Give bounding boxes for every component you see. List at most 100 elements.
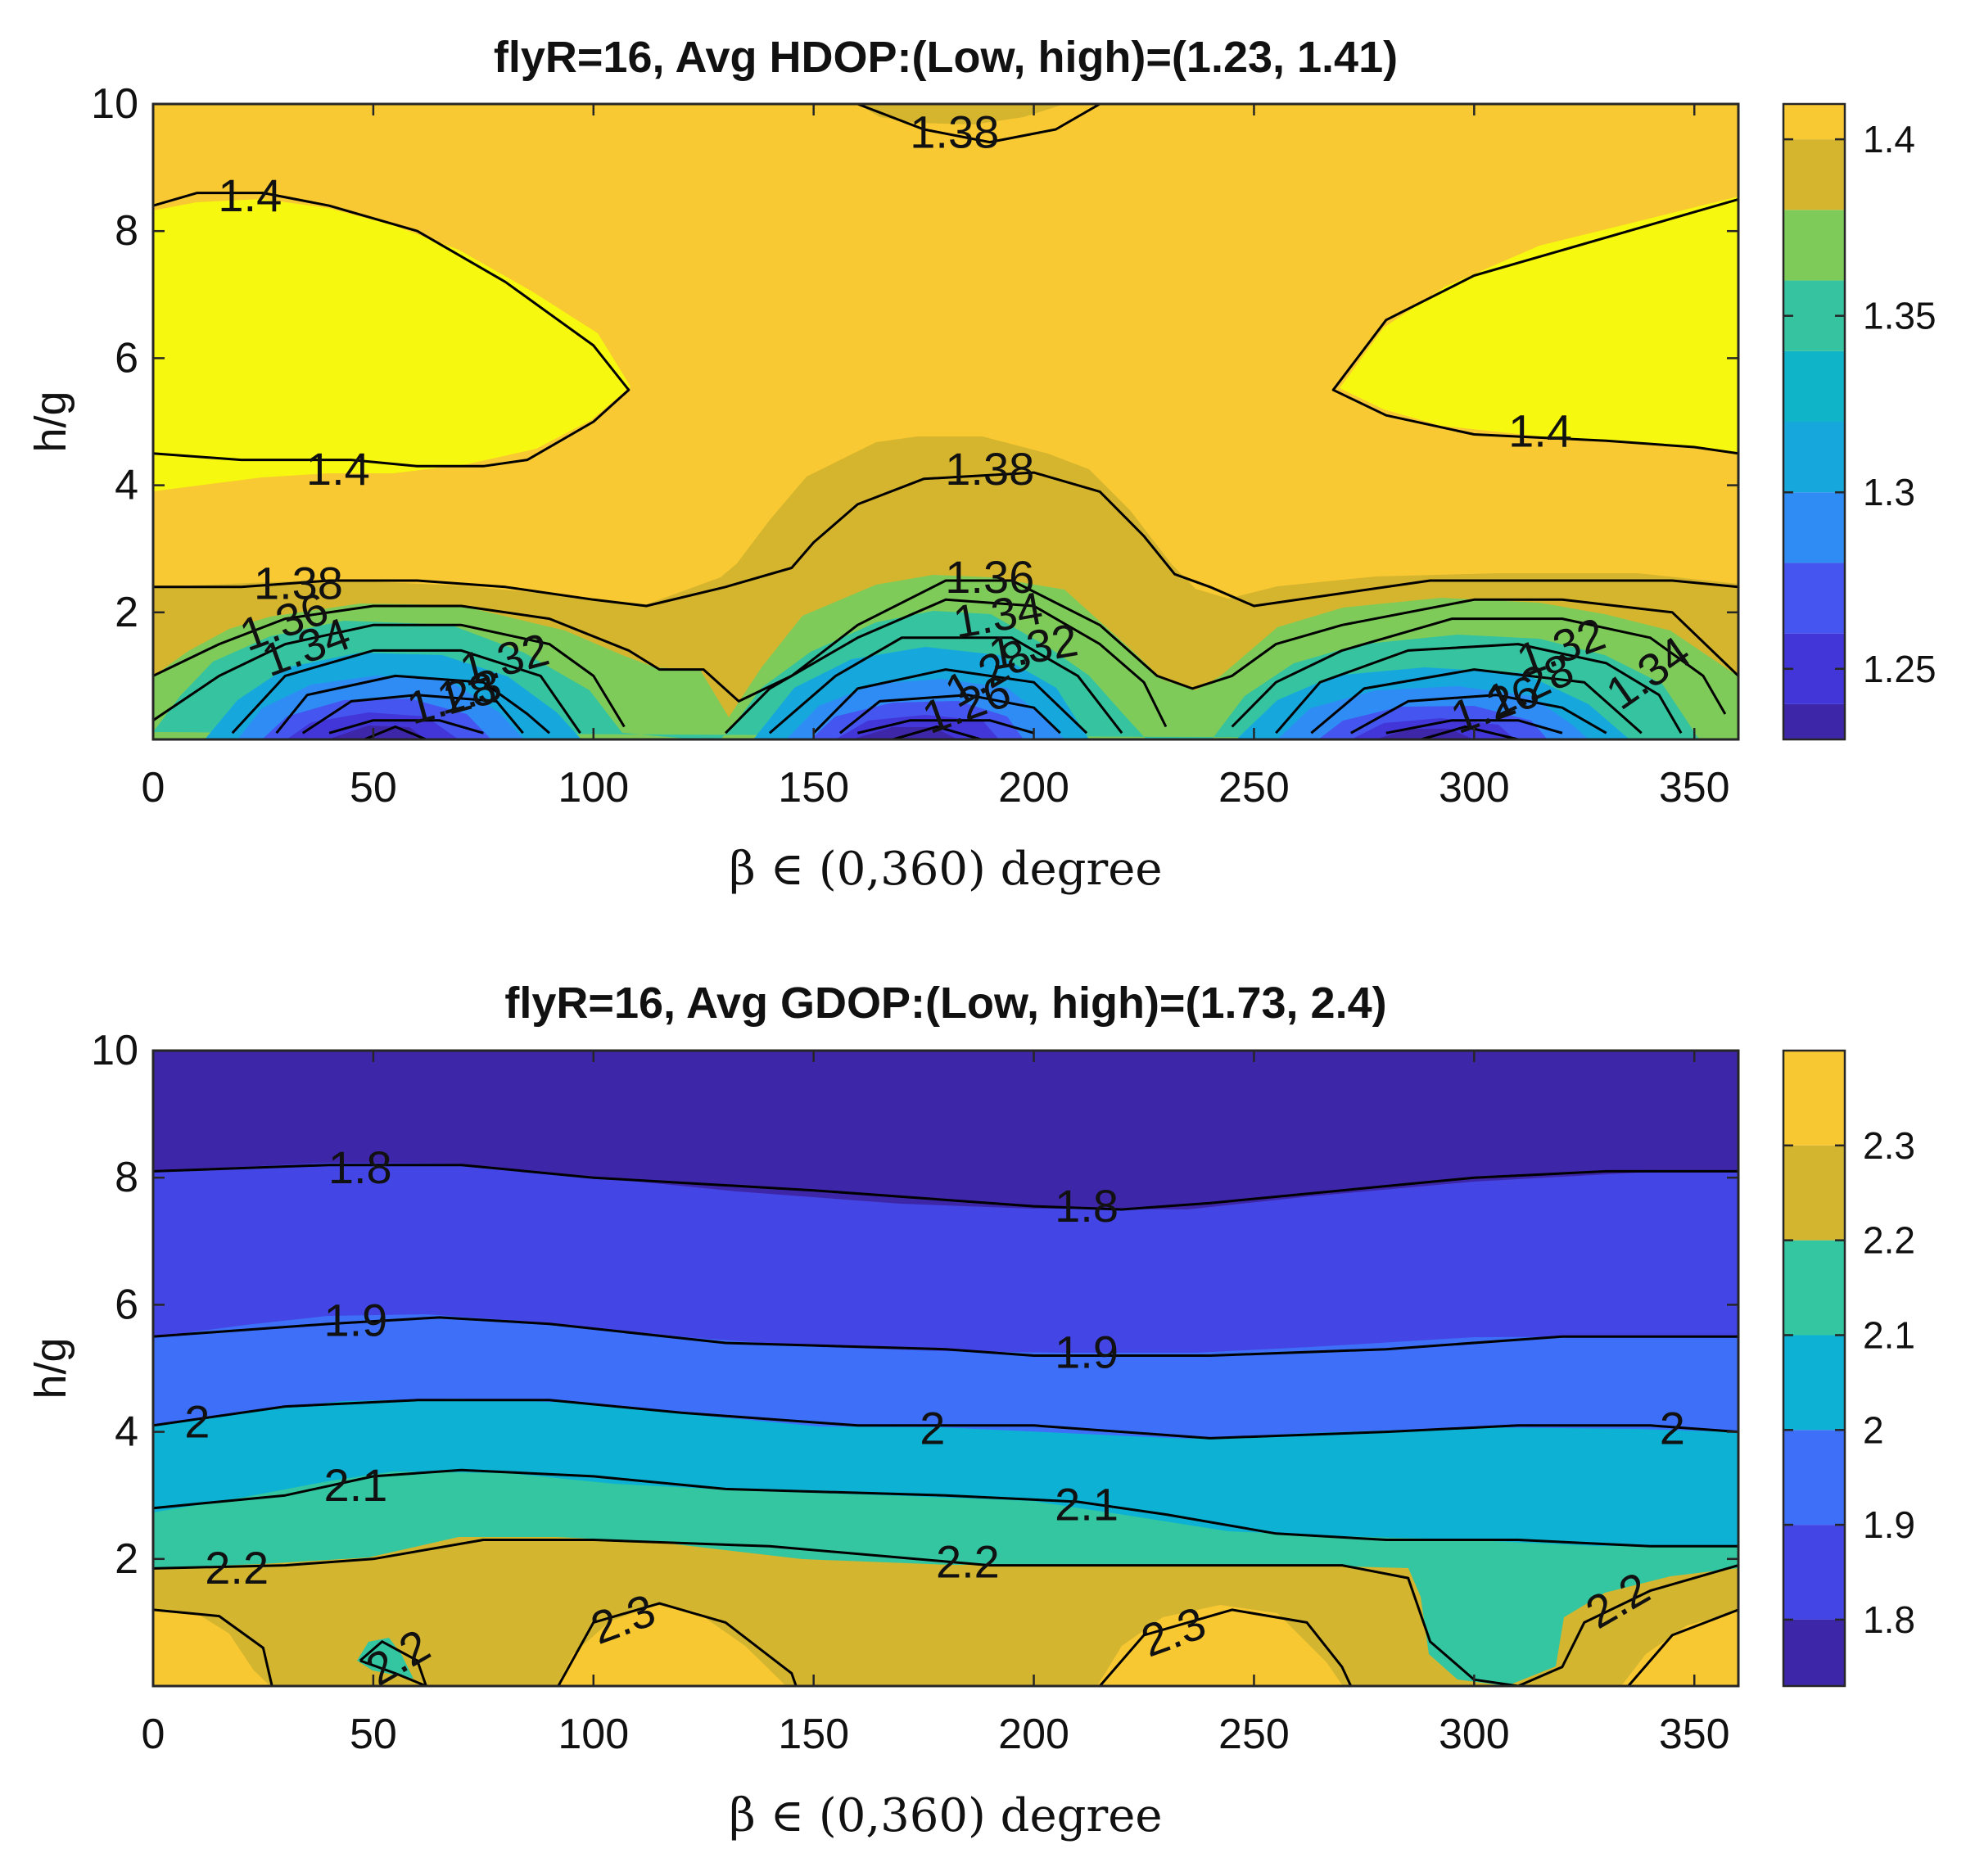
hdop-x-tick-label: 350 (1659, 764, 1730, 811)
gdop-y-tick-label: 8 (115, 1154, 138, 1201)
gdop-x-tick-label: 100 (558, 1711, 629, 1758)
hdop-contour-line-1.3 (1310, 668, 1643, 735)
hdop-y-tick-label: 2 (115, 589, 138, 636)
hdop-axes-box (151, 102, 1740, 741)
hdop-colorbar-band (1783, 139, 1845, 210)
hdop-y-tick-label: 8 (115, 207, 138, 255)
gdop-colorbar-band (1783, 1335, 1845, 1431)
hdop-contour-label: 1.38 (910, 106, 999, 158)
gdop-contour-line-1.9 (153, 1316, 1738, 1357)
hdop-colorbar-band (1783, 280, 1845, 351)
gdop-x-tick-label: 150 (778, 1711, 849, 1758)
hdop-contour-line-1.32 (768, 636, 1123, 735)
gdop-colorbar-tick-label: 2.3 (1863, 1124, 1915, 1167)
hdop-contour-line-1.38 (153, 471, 1738, 608)
hdop-contour-line-1.32 (1275, 643, 1683, 735)
gdop-contour-label: 1.9 (1055, 1326, 1119, 1377)
hdop-colorbar-tick-label: 1.3 (1863, 471, 1915, 513)
gdop-region-2.3-c (1097, 1605, 1343, 1686)
gdop-y-tick-label: 10 (91, 1027, 138, 1074)
gdop-colorbar-tick-label: 1.8 (1863, 1598, 1915, 1641)
hdop-contour-line-1.24 (364, 726, 427, 739)
gdop-plot-area: 1.81.81.91.92 2 22.1 2.12.2 2.22.22.22.3 2.3 (153, 1051, 1738, 1686)
gdop-colorbar-band (1783, 1051, 1845, 1146)
gdop-x-axis-label: β ∈ (0,360) degree (729, 1789, 1162, 1842)
hdop-contour-line-1.34 (153, 623, 626, 728)
gdop-contour-label: 2.1 (1055, 1479, 1119, 1530)
hdop-colorbar-band (1783, 492, 1845, 563)
gdop-x-tick-label: 50 (350, 1711, 397, 1758)
hdop-x-tick-label: 150 (778, 764, 849, 811)
hdop-contour-line-1.3 (812, 668, 1088, 735)
hdop-x-tick-label: 250 (1218, 764, 1290, 811)
gdop-colorbar-tick-label: 2.2 (1863, 1219, 1915, 1262)
hdop-colorbar-band (1783, 350, 1845, 422)
hdop-axes-ticks: 0 50 100 150 200 250 300 350 2 4 6 8 10 (91, 80, 1738, 811)
gdop-y-tick-label: 2 (115, 1535, 138, 1583)
hdop-contour-line-1.26 (1385, 719, 1563, 735)
gdop-colorbar-frame (1782, 1049, 1846, 1688)
gdop-contour-label: 1.9 (323, 1294, 387, 1345)
hdop-colorbar-band (1783, 104, 1845, 140)
gdop-region-2.2 (153, 1537, 1738, 1686)
gdop-region-2.3-b (557, 1605, 786, 1686)
hdop-contour-line-1.34 (1231, 617, 1727, 728)
gdop-contour-line-2 (153, 1399, 1738, 1440)
gdop-contour-lines (153, 1164, 1738, 1686)
gdop-y-tick-label: 4 (115, 1408, 138, 1456)
gdop-contour-label: 2 (920, 1402, 945, 1453)
gdop-region-2.2-island (357, 1638, 414, 1679)
gdop-contour-label: 2 (184, 1396, 210, 1448)
hdop-contour-label: 1.4 (1508, 405, 1572, 456)
hdop-region-1.38-top (857, 104, 1064, 124)
hdop-contour-label: 1.38 (254, 558, 343, 609)
hdop-colorbar-tick-label: 1.25 (1863, 648, 1937, 690)
hdop-x-tick-label: 300 (1439, 764, 1510, 811)
hdop-contour-line-1.38 (856, 104, 1101, 144)
hdop-x-tick-label: 100 (558, 764, 629, 811)
hdop-contour-label: 1.4 (218, 170, 282, 221)
gdop-colorbar-band (1783, 1240, 1845, 1336)
gdop-chart-title: flyR=16, Avg GDOP:(Low, high)=(1.73, 2.4… (504, 979, 1386, 1028)
hdop-colorbar-tick-label: 1.4 (1863, 118, 1915, 160)
gdop-contour-label: 1.8 (328, 1141, 392, 1193)
gdop-x-tick-label: 300 (1439, 1711, 1510, 1758)
hdop-region-1.4-left (153, 199, 630, 491)
hdop-colorbar-band (1783, 210, 1845, 281)
hdop-x-tick-label: 200 (998, 764, 1069, 811)
gdop-colorbar-band (1783, 1525, 1845, 1620)
hdop-panel: flyR=16, Avg HDOP:(Low, high)=(1.23, 1.4… (26, 33, 1937, 896)
gdop-x-tick-label: 350 (1659, 1711, 1730, 1758)
hdop-colorbar: 1.25 1.3 1.35 1.4 (1782, 102, 1937, 741)
hdop-contour-lines (153, 104, 1738, 739)
hdop-x-tick-label: 50 (350, 764, 397, 811)
hdop-region-1.26 (287, 712, 1515, 739)
gdop-contour-line-2.3 (1099, 1608, 1353, 1686)
gdop-contour-line-2.3 (153, 1608, 273, 1686)
hdop-contour-line-1.4 (153, 192, 630, 468)
gdop-contour-label: 2 (1660, 1402, 1685, 1453)
hdop-y-tick-label: 10 (91, 80, 138, 128)
gdop-contour-label: 1.8 (1055, 1180, 1119, 1232)
gdop-colorbar: 1.8 1.9 2 2.1 2.2 2.3 (1782, 1049, 1915, 1688)
gdop-x-tick-label: 200 (998, 1711, 1069, 1758)
hdop-contour-line-1.26 (328, 719, 484, 735)
gdop-colorbar-tick-label: 2.1 (1863, 1313, 1915, 1356)
hdop-y-axis-label: h/g (26, 391, 75, 452)
gdop-colorbar-band (1783, 1430, 1845, 1526)
gdop-axes-box (151, 1049, 1740, 1688)
hdop-contour-line-1.28 (838, 694, 1061, 735)
hdop-colorbar-band (1783, 422, 1845, 493)
hdop-region-1.24 (328, 726, 1474, 739)
hdop-contour-label: 1.36 (945, 551, 1034, 603)
hdop-contour-line-1.24 (893, 726, 982, 739)
hdop-contour-line-1.3 (275, 674, 550, 735)
hdop-contour-line-1.32 (231, 649, 581, 735)
hdop-contour-line-1.36 (153, 579, 1738, 703)
hdop-plot-area: 1.381.41.41.41.381.38 1.361.361.34 1.341.3… (153, 104, 1738, 739)
gdop-contour-line-2.2 (359, 1640, 427, 1686)
hdop-contour-line-1.24 (1421, 726, 1519, 739)
gdop-contour-label: 2.1 (323, 1459, 387, 1511)
